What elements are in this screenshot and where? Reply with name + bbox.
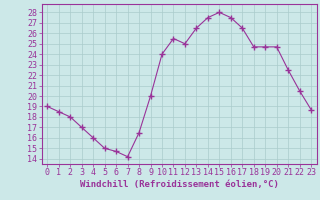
X-axis label: Windchill (Refroidissement éolien,°C): Windchill (Refroidissement éolien,°C)	[80, 180, 279, 189]
